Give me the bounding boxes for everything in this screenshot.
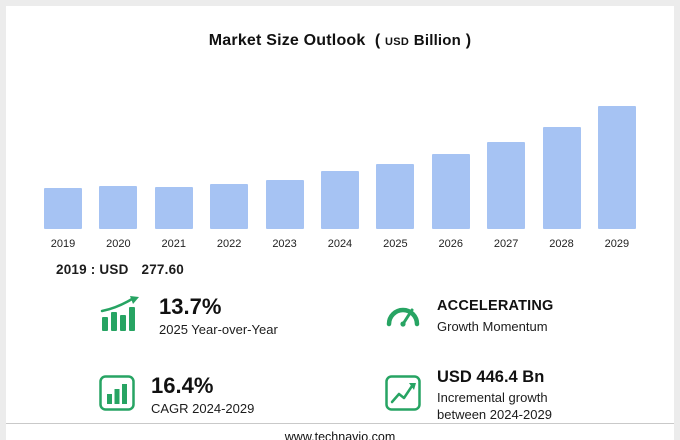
stat-cagr: 16.4% CAGR 2024-2029 [98, 368, 384, 423]
x-tick-label: 2024 [327, 238, 353, 250]
bar-column-2027: 2027 [487, 142, 526, 250]
base-year-value: 2019 : USD 277.60 [56, 262, 674, 277]
bar-2027 [487, 142, 526, 229]
stat-label: Growth Momentum [437, 318, 548, 334]
x-tick-label: 2026 [438, 238, 463, 250]
x-tick-label: 2027 [493, 238, 519, 250]
bar-2026 [431, 154, 470, 229]
bar-column-2024: 2024 [320, 171, 359, 250]
base-year-amount: 277.60 [141, 262, 184, 277]
stat-label: CAGR 2024-2029 [151, 401, 255, 417]
stat-value: 16.4% [151, 372, 214, 398]
bar-column-2019: 2019 [44, 188, 82, 250]
stat-incremental-growth: USD 446.4 Bn Incremental growth between … [384, 368, 658, 423]
x-tick-label: 2020 [106, 238, 131, 250]
x-tick-label: 2019 [50, 238, 76, 250]
bar-chart-outline-icon [98, 374, 136, 417]
bar-2021 [154, 187, 193, 229]
title-paren-close: ) [465, 32, 472, 49]
bar-2029 [597, 106, 636, 229]
bar-column-2025: 2025 [376, 164, 415, 250]
growth-bars-arrow-icon [98, 295, 144, 338]
bar-2028 [542, 127, 581, 229]
stat-value: 13.7% [159, 294, 222, 319]
x-tick-label: 2022 [216, 238, 242, 250]
bar-2025 [376, 164, 415, 229]
bar-column-2029: 2029 [597, 106, 636, 250]
bar-column-2023: 2023 [265, 180, 304, 250]
title-unit-prefix: USD [385, 36, 410, 48]
stat-growth-momentum: ACCELERATING Growth Momentum [384, 295, 658, 338]
x-tick-label: 2028 [549, 238, 574, 250]
footer-url[interactable]: www.technavio.com [284, 429, 396, 440]
title-paren-open: ( [370, 32, 381, 49]
bar-2024 [320, 171, 359, 229]
line-chart-outline-icon [384, 374, 422, 417]
bar-column-2022: 2022 [210, 184, 249, 250]
infographic-card: Market Size Outlook ( USD Billion ) 2019… [6, 6, 674, 440]
bar-2023 [265, 180, 304, 229]
market-size-bar-chart: 2019 2020 2021 2022 2023 2024 2025 2026 2027 2028… [44, 102, 636, 250]
speedometer-icon [384, 298, 422, 335]
stat-value: ACCELERATING [437, 297, 554, 314]
bar-column-2028: 2028 [542, 127, 581, 250]
stat-label: 2025 Year-over-Year [159, 322, 278, 338]
bar-2020 [99, 186, 138, 229]
bar-column-2026: 2026 [431, 154, 470, 250]
page-title: Market Size Outlook ( USD Billion ) [6, 32, 674, 50]
bar-2022 [210, 184, 249, 229]
title-main: Market Size Outlook [208, 32, 366, 49]
footer: www.technavio.com [6, 422, 674, 440]
x-tick-label: 2023 [272, 238, 297, 250]
title-unit: Billion [413, 32, 462, 49]
stat-label: Incremental growth between 2024-2029 [437, 390, 552, 422]
stat-yoy-growth: 13.7% 2025 Year-over-Year [98, 295, 384, 338]
bar-column-2020: 2020 [99, 186, 138, 250]
stat-value: USD 446.4 Bn [437, 368, 545, 387]
bar-column-2021: 2021 [154, 187, 193, 250]
bar-series: 2019 2020 2021 2022 2023 2024 2025 2026 2027 2028… [44, 102, 636, 250]
footer-divider [6, 422, 674, 424]
x-tick-label: 2029 [604, 238, 630, 250]
stats-grid: 13.7% 2025 Year-over-Year ACCELERATING G… [98, 295, 658, 423]
base-year-label: 2019 : USD [56, 262, 129, 277]
x-tick-label: 2021 [161, 238, 187, 250]
bar-2019 [44, 188, 82, 229]
x-tick-label: 2025 [383, 238, 408, 250]
